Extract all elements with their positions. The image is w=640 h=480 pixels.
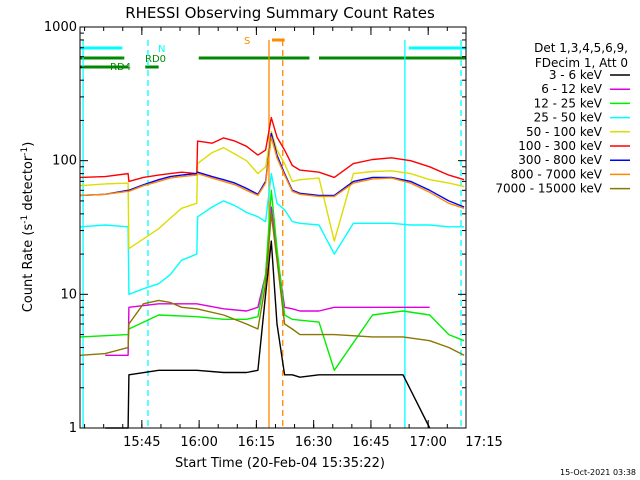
y-tick-label-3: 1000 <box>44 20 77 35</box>
series-line-7 <box>80 136 465 209</box>
annotation-label-rd4: RD4 <box>110 62 131 73</box>
legend-label-8: 7000 - 15000 keV <box>495 182 602 196</box>
y-axis-label-part3: ) <box>21 142 36 147</box>
footer-timestamp: 15-Oct-2021 03:38 <box>560 468 636 477</box>
y-axis-label: Count Rate (s-1 detector-1) <box>20 142 36 313</box>
annotation-label-s: S <box>244 36 250 47</box>
series-line-8 <box>80 213 465 356</box>
legend-label-0: 3 - 6 keV <box>549 68 603 82</box>
legend-label-1: 6 - 12 keV <box>541 82 603 96</box>
x-tick-label-0: 15:45 <box>123 435 160 450</box>
annotation-label-n: N <box>158 44 165 55</box>
y-tick-label-0: 1 <box>69 421 77 436</box>
y-axis: 1 10 100 1000 <box>44 20 466 436</box>
y-axis-label-part2: detector <box>21 155 36 215</box>
series-line-1 <box>105 206 430 356</box>
series-layer <box>80 116 465 429</box>
y-tick-label-1: 10 <box>60 287 77 302</box>
x-tick-label-1: 16:00 <box>180 435 217 450</box>
x-axis-label: Start Time (20-Feb-04 15:35:22) <box>175 456 385 471</box>
legend-label-3: 25 - 50 keV <box>534 111 603 125</box>
x-tick-label-3: 16:30 <box>295 435 332 450</box>
series-line-6 <box>80 132 465 208</box>
x-axis: 15:45 16:00 16:15 16:30 16:45 17:00 17:15 <box>84 27 503 450</box>
legend-label-4: 50 - 100 keV <box>526 125 603 139</box>
legend-label-7: 800 - 7000 keV <box>511 167 603 181</box>
x-tick-label-5: 17:00 <box>409 435 446 450</box>
x-tick-label-2: 16:15 <box>238 435 275 450</box>
annotation-label-rd0: RD0 <box>145 54 166 65</box>
x-tick-label-6: 17:15 <box>465 435 502 450</box>
legend-header-1: FDecim 1, Att 0 <box>535 56 628 70</box>
y-axis-label-sup2: -1 <box>20 147 30 156</box>
series-line-4 <box>80 130 465 250</box>
y-axis-label-sup1: -1 <box>20 215 30 224</box>
series-line-2 <box>80 189 465 371</box>
y-tick-label-2: 100 <box>52 154 77 169</box>
legend-label-2: 12 - 25 keV <box>534 96 603 110</box>
legend-header-0: Det 1,3,4,5,6,9, <box>534 41 628 55</box>
series-line-0 <box>105 240 431 429</box>
series-line-3 <box>80 172 465 295</box>
plot-frame <box>79 26 467 429</box>
chart-title: RHESSI Observing Summary Count Rates <box>125 4 435 22</box>
series-line-5 <box>80 116 465 183</box>
legend: Det 1,3,4,5,6,9,FDecim 1, Att 03 - 6 keV… <box>495 41 630 196</box>
x-tick-label-4: 16:45 <box>352 435 389 450</box>
legend-label-5: 100 - 300 keV <box>518 139 602 153</box>
y-axis-label-part1: Count Rate (s <box>21 224 36 313</box>
legend-label-6: 300 - 800 keV <box>518 153 602 167</box>
